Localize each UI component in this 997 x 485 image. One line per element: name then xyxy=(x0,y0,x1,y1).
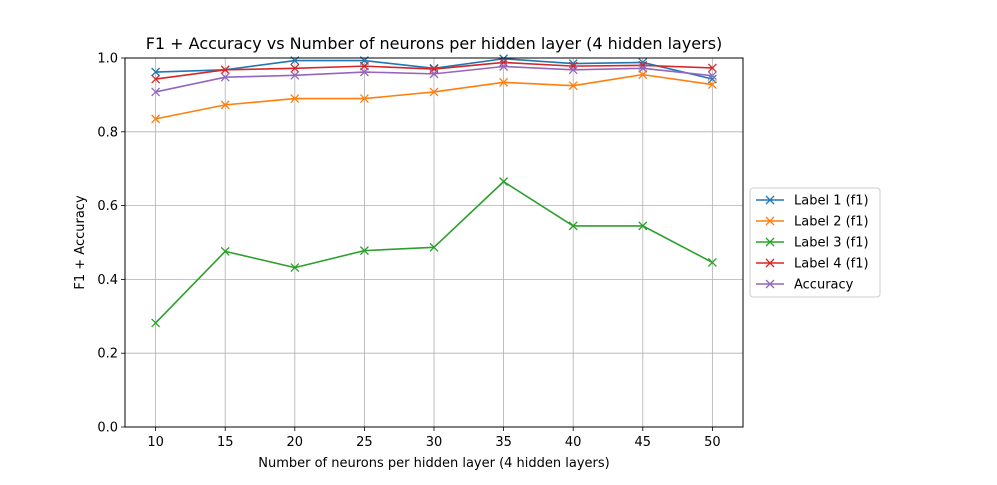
y-tick-label: 0.4 xyxy=(97,273,118,288)
data-point xyxy=(568,61,578,71)
series-lines xyxy=(151,54,717,328)
x-tick-label: 30 xyxy=(426,435,443,450)
legend-item: Label 2 (f1) xyxy=(756,215,869,230)
y-tick-label: 0.6 xyxy=(97,199,118,214)
x-tick-label: 35 xyxy=(495,435,512,450)
data-point xyxy=(290,94,300,104)
y-tick-label: 0.8 xyxy=(97,125,118,140)
data-point xyxy=(707,71,717,81)
data-point xyxy=(151,74,161,84)
data-point xyxy=(429,87,439,97)
data-point xyxy=(151,87,161,97)
data-point xyxy=(359,246,369,256)
series-2 xyxy=(151,70,717,124)
x-tick-label: 15 xyxy=(217,435,234,450)
data-point xyxy=(151,114,161,124)
x-tick-label: 45 xyxy=(635,435,652,450)
series-5 xyxy=(151,62,717,97)
data-point xyxy=(359,94,369,104)
y-tick-label: 0.2 xyxy=(97,347,118,362)
data-point xyxy=(499,54,509,64)
data-point xyxy=(220,100,230,110)
data-point xyxy=(499,57,509,67)
data-point xyxy=(151,318,161,328)
x-axis: 10 15 20 25 30 35 40 45 50 xyxy=(147,427,721,450)
legend-marker xyxy=(765,279,775,289)
data-point xyxy=(568,221,578,231)
data-point xyxy=(707,80,717,90)
legend-box xyxy=(749,187,881,298)
legend-marker xyxy=(765,258,775,268)
data-point xyxy=(220,65,230,75)
data-point xyxy=(220,246,230,256)
legend-item: Label 1 (f1) xyxy=(756,194,869,209)
series-4 xyxy=(151,57,717,84)
legend-label: Label 1 (f1) xyxy=(794,194,869,209)
x-tick-label: 25 xyxy=(356,435,373,450)
data-point xyxy=(290,70,300,80)
x-tick-label: 40 xyxy=(565,435,582,450)
data-point xyxy=(707,63,717,73)
legend-marker xyxy=(765,216,775,226)
data-point xyxy=(220,72,230,82)
chart-title: F1 + Accuracy vs Number of neurons per h… xyxy=(146,34,723,53)
x-axis-label: Number of neurons per hidden layer (4 hi… xyxy=(258,456,610,471)
legend: Label 1 (f1) Label 2 (f1) Label 3 (f1) Labe… xyxy=(749,187,881,298)
data-point xyxy=(499,177,509,187)
data-point xyxy=(499,77,509,87)
grid xyxy=(125,57,743,428)
data-point xyxy=(429,242,439,252)
data-point xyxy=(499,62,509,71)
x-tick-label: 20 xyxy=(287,435,304,450)
data-point xyxy=(359,67,369,77)
y-tick-label: 0.0 xyxy=(97,421,118,436)
data-point xyxy=(568,81,578,91)
x-tick-label: 10 xyxy=(147,435,164,450)
legend-item: Label 3 (f1) xyxy=(756,236,869,251)
data-point xyxy=(707,257,717,267)
legend-item: Label 4 (f1) xyxy=(756,257,869,272)
data-point xyxy=(290,63,300,73)
legend-label: Label 4 (f1) xyxy=(794,257,869,272)
data-point xyxy=(638,63,648,73)
series-3 xyxy=(151,177,717,328)
legend-label: Label 2 (f1) xyxy=(794,215,869,230)
data-point xyxy=(429,69,439,79)
data-point xyxy=(151,67,161,77)
data-point xyxy=(638,70,648,80)
y-tick-label: 1.0 xyxy=(97,52,118,67)
legend-item: Accuracy xyxy=(756,278,854,293)
x-tick-label: 50 xyxy=(704,435,721,450)
legend-marker xyxy=(765,195,775,205)
data-point xyxy=(568,65,578,75)
legend-label: Accuracy xyxy=(794,278,854,293)
data-point xyxy=(638,221,648,231)
data-point xyxy=(290,263,300,273)
y-axis-label: F1 + Accuracy xyxy=(73,195,88,290)
legend-marker xyxy=(765,237,775,247)
y-axis: 0.0 0.2 0.4 0.6 0.8 1.0 xyxy=(97,52,125,436)
legend-label: Label 3 (f1) xyxy=(794,236,869,251)
